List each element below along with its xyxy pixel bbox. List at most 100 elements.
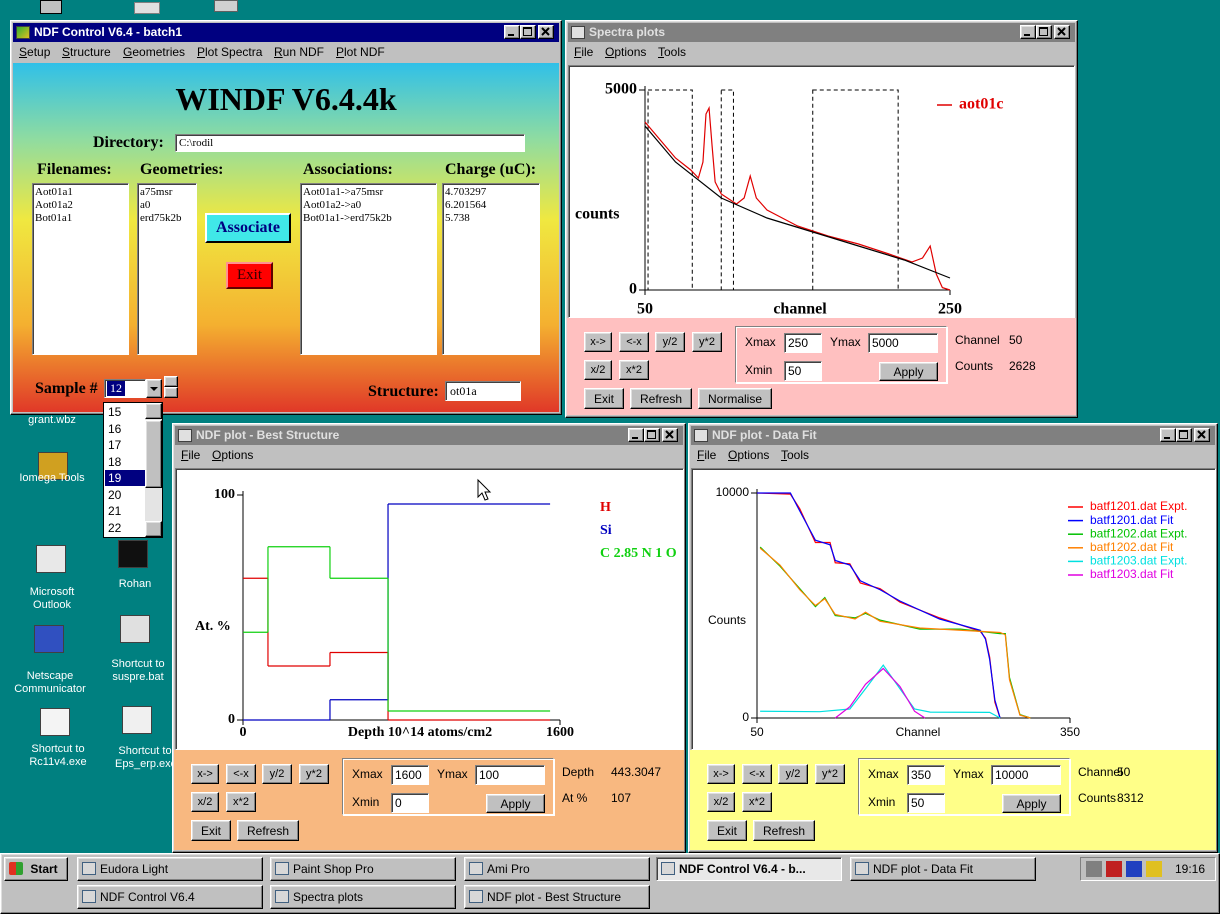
- nav-button[interactable]: x*2: [742, 792, 772, 812]
- list-item[interactable]: Aot01a2: [35, 199, 73, 212]
- associate-button[interactable]: Associate: [205, 213, 291, 243]
- task-button[interactable]: NDF plot - Data Fit: [850, 857, 1036, 881]
- tray-icon[interactable]: [1146, 861, 1162, 877]
- spin-up[interactable]: [164, 376, 178, 387]
- nav-button[interactable]: <-x: [742, 764, 772, 784]
- exit-button[interactable]: Exit: [226, 262, 273, 289]
- icon-label[interactable]: Netscape Communicator: [8, 670, 92, 696]
- dropdown-option[interactable]: 22: [105, 520, 145, 536]
- apply-button[interactable]: Apply: [1002, 794, 1061, 813]
- desktop-icon[interactable]: [122, 706, 152, 734]
- directory-field[interactable]: C:\rodil: [175, 134, 525, 152]
- dropdown-option[interactable]: 16: [105, 421, 145, 437]
- list-item[interactable]: a75msr: [140, 186, 172, 199]
- tray-icon[interactable]: [1086, 861, 1102, 877]
- list-item[interactable]: Aot01a1: [35, 186, 73, 199]
- dropdown-arrow[interactable]: [146, 379, 162, 398]
- menu-item[interactable]: Tools: [657, 43, 687, 61]
- nav-button[interactable]: x*2: [226, 792, 256, 812]
- apply-button[interactable]: Apply: [879, 362, 938, 381]
- list-item[interactable]: Bot01a1->erd75k2b: [303, 212, 392, 225]
- nav-button[interactable]: y*2: [815, 764, 845, 784]
- minimize-button[interactable]: [1160, 428, 1176, 442]
- dropdown-option[interactable]: 21: [105, 503, 145, 519]
- nav-button[interactable]: y/2: [778, 764, 808, 784]
- nav-button[interactable]: y/2: [262, 764, 292, 784]
- nav-button[interactable]: y/2: [655, 332, 685, 352]
- bottom-button[interactable]: Exit: [707, 820, 747, 841]
- menu-item[interactable]: File: [180, 446, 201, 464]
- menu-item[interactable]: Geometries: [122, 43, 186, 61]
- menu-item[interactable]: Setup: [18, 43, 51, 61]
- ymax-field[interactable]: 5000: [868, 333, 938, 353]
- scroll-up[interactable]: [145, 403, 162, 419]
- desktop-icon[interactable]: [120, 615, 150, 643]
- dropdown-option[interactable]: 17: [105, 437, 145, 453]
- task-button[interactable]: Eudora Light: [77, 857, 263, 881]
- nav-button[interactable]: <-x: [226, 764, 256, 784]
- task-button[interactable]: NDF plot - Best Structure: [464, 885, 650, 909]
- list-item[interactable]: 5.738: [445, 212, 470, 225]
- menu-item[interactable]: File: [573, 43, 594, 61]
- minimize-button[interactable]: [504, 25, 520, 39]
- nav-button[interactable]: x/2: [191, 792, 219, 812]
- icon-label[interactable]: grant.wbz: [17, 414, 87, 427]
- maximize-button[interactable]: [1036, 25, 1052, 39]
- menu-item[interactable]: Plot NDF: [335, 43, 386, 61]
- bottom-button[interactable]: Exit: [191, 820, 231, 841]
- close-button[interactable]: [1194, 428, 1210, 442]
- menu-item[interactable]: Options: [604, 43, 647, 61]
- close-button[interactable]: [1054, 25, 1070, 39]
- xmax-field[interactable]: 1600: [391, 765, 429, 785]
- icon-label[interactable]: Microsoft Outlook: [17, 586, 87, 612]
- minimize-button[interactable]: [628, 428, 644, 442]
- scroll-down[interactable]: [145, 521, 162, 537]
- icon-label[interactable]: Shortcut to Rc11v4.exe: [16, 743, 100, 769]
- dropdown-option[interactable]: 19: [105, 470, 145, 486]
- menu-item[interactable]: File: [696, 446, 717, 464]
- list-item[interactable]: Aot01a1->a75msr: [303, 186, 383, 199]
- menu-item[interactable]: Options: [727, 446, 770, 464]
- sample-value[interactable]: 12: [107, 381, 125, 396]
- task-button[interactable]: NDF Control V6.4: [77, 885, 263, 909]
- xmax-field[interactable]: 350: [907, 765, 945, 785]
- task-button[interactable]: Paint Shop Pro: [270, 857, 456, 881]
- bottom-button[interactable]: Refresh: [237, 820, 299, 841]
- dropdown-option[interactable]: 20: [105, 487, 145, 503]
- ymax-field[interactable]: 10000: [991, 765, 1061, 785]
- xmin-field[interactable]: 0: [391, 793, 429, 813]
- list-item[interactable]: 4.703297: [445, 186, 486, 199]
- bottom-button[interactable]: Refresh: [753, 820, 815, 841]
- task-button[interactable]: Ami Pro: [464, 857, 650, 881]
- xmin-field[interactable]: 50: [907, 793, 945, 813]
- icon-label[interactable]: Rohan: [105, 578, 165, 591]
- maximize-button[interactable]: [520, 25, 536, 39]
- xmin-field[interactable]: 50: [784, 361, 822, 381]
- desktop-icon[interactable]: [118, 540, 148, 568]
- menu-item[interactable]: Run NDF: [273, 43, 325, 61]
- list-item[interactable]: Bot01a1: [35, 212, 72, 225]
- tray-icon[interactable]: [1106, 861, 1122, 877]
- maximize-button[interactable]: [1176, 428, 1192, 442]
- task-button[interactable]: NDF Control V6.4 - b...: [656, 857, 842, 881]
- minimize-button[interactable]: [1020, 25, 1036, 39]
- xmax-field[interactable]: 250: [784, 333, 822, 353]
- icon-label[interactable]: Shortcut to Eps_erp.exe: [115, 745, 175, 771]
- bottom-button[interactable]: Exit: [584, 388, 624, 409]
- icon-label[interactable]: Iomega Tools: [10, 472, 94, 485]
- desktop-icon[interactable]: [36, 545, 66, 573]
- bottom-button[interactable]: Normalise: [698, 388, 772, 409]
- nav-button[interactable]: x/2: [707, 792, 735, 812]
- list-item[interactable]: 6.201564: [445, 199, 486, 212]
- nav-button[interactable]: <-x: [619, 332, 649, 352]
- desktop-icon[interactable]: [40, 708, 70, 736]
- ymax-field[interactable]: 100: [475, 765, 545, 785]
- apply-button[interactable]: Apply: [486, 794, 545, 813]
- nav-button[interactable]: x/2: [584, 360, 612, 380]
- menu-item[interactable]: Tools: [780, 446, 810, 464]
- menu-item[interactable]: Structure: [61, 43, 112, 61]
- dropdown-option[interactable]: 18: [105, 454, 145, 470]
- list-item[interactable]: a0: [140, 199, 150, 212]
- list-item[interactable]: Aot01a2->a0: [303, 199, 361, 212]
- spin-down[interactable]: [164, 387, 178, 398]
